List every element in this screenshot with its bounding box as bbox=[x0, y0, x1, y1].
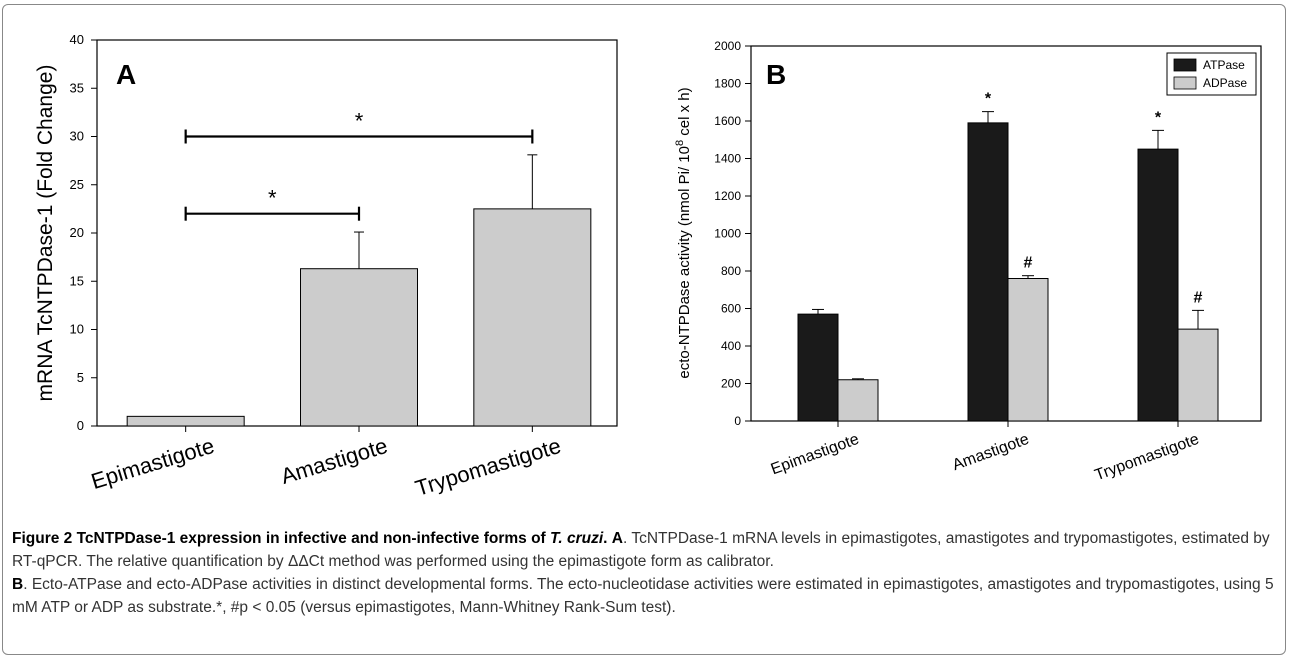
panel-a-significance-star: * bbox=[355, 109, 364, 134]
panel-a-y-tick-label: 15 bbox=[70, 273, 84, 288]
panel-a-y-tick-label: 35 bbox=[70, 80, 84, 95]
legend-swatch-adpase bbox=[1173, 76, 1197, 90]
panel-a-bar-epimastigote bbox=[126, 415, 245, 427]
panel-b-y-tick-label: 400 bbox=[721, 339, 741, 353]
panel-b-significance-mark: * bbox=[985, 91, 992, 108]
panel-b-bar-adpase-epimastigote bbox=[837, 379, 879, 422]
panel-a-x-tick-label: Epimastigote bbox=[88, 433, 217, 494]
panel-a-y-tick-label: 40 bbox=[70, 32, 84, 47]
caption-title-text: Figure 2 TcNTPDase-1 expression in infec… bbox=[12, 530, 546, 547]
panel-a-y-tick-label: 25 bbox=[70, 177, 84, 192]
panel-a-x-tick-label: Amastigote bbox=[278, 433, 391, 489]
panel-b-y-axis-label-tail: cel x h) bbox=[676, 87, 693, 140]
panel-b-y-tick-label: 1800 bbox=[714, 77, 741, 91]
panel-a-y-tick-label: 0 bbox=[77, 418, 84, 433]
panel-b-significance-mark: * bbox=[1155, 109, 1162, 126]
panel-b-y-tick-label: 200 bbox=[721, 377, 741, 391]
panel-a-y-ticks: 0 5 10 15 20 25 30 35 40 bbox=[70, 32, 97, 433]
panel-b-bars: * # * # bbox=[797, 91, 1219, 422]
figure-frame bbox=[2, 4, 1286, 655]
panel-a-significance-star: * bbox=[268, 186, 277, 211]
panel-b-legend: ATPase ADPase bbox=[1166, 52, 1257, 96]
panel-b-y-axis-label: ecto-NTPDase activity (nmol Pi/ 108 cel … bbox=[674, 87, 693, 378]
panel-b-chart: B ecto-NTPDase activity (nmol Pi/ 108 ce… bbox=[674, 39, 1262, 485]
panel-a-y-tick-label: 20 bbox=[70, 225, 84, 240]
legend-swatch-atpase bbox=[1173, 58, 1197, 72]
panel-a-y-tick-label: 30 bbox=[70, 129, 84, 144]
panel-a-x-ticks: Epimastigote Amastigote Trypomastigote bbox=[88, 426, 564, 501]
panel-a-bar-amastigote bbox=[300, 268, 418, 427]
caption-title-end: . bbox=[603, 530, 608, 547]
figure-caption: Figure 2 TcNTPDase-1 expression in infec… bbox=[12, 527, 1277, 619]
panel-a-chart: A mRNA TcNTPDase-1 (Fold Change) 0 5 10 15 2… bbox=[34, 32, 618, 501]
panel-a-significance: ** bbox=[184, 109, 534, 221]
panel-a-bars bbox=[126, 154, 592, 427]
caption-a-label: A bbox=[611, 530, 623, 547]
panel-a-y-tick-label: 5 bbox=[77, 370, 84, 385]
panel-b-bar-adpase-trypomastigote bbox=[1177, 328, 1219, 422]
panel-b-significance-mark: # bbox=[1194, 289, 1203, 306]
panel-b-bar-atpase-epimastigote bbox=[797, 313, 839, 422]
panel-b-x-tick-label: Amastigote bbox=[950, 431, 1031, 474]
panel-b-y-tick-label: 600 bbox=[721, 302, 741, 316]
panel-a-y-axis-label: mRNA TcNTPDase-1 (Fold Change) bbox=[34, 65, 57, 402]
panel-b-bar-atpase-trypomastigote bbox=[1137, 148, 1179, 422]
panel-b-y-tick-label: 1000 bbox=[714, 227, 741, 241]
panel-b-y-axis-label-sup: 8 bbox=[674, 140, 686, 146]
caption-title-italic: T. cruzi bbox=[550, 530, 604, 547]
panel-b-y-tick-label: 1400 bbox=[714, 152, 741, 166]
panel-b-y-tick-label: 1200 bbox=[714, 189, 741, 203]
panel-b-significance-mark: # bbox=[1024, 255, 1033, 272]
caption-a-text: . TcNTPDase-1 mRNA levels in epimastigot… bbox=[12, 530, 1270, 570]
panel-b-x-ticks: Epimastigote Amastigote Trypomastigote bbox=[769, 421, 1201, 485]
panel-b-label: B bbox=[766, 59, 786, 90]
legend-label-adpase: ADPase bbox=[1203, 76, 1247, 90]
figure-svg: A mRNA TcNTPDase-1 (Fold Change) 0 5 10 15 2… bbox=[34, 32, 1262, 501]
caption-b-text: . Ecto-ATPase and ecto-ADPase activities… bbox=[12, 576, 1274, 616]
panel-a-label: A bbox=[116, 59, 136, 90]
panel-b-bar-adpase-amastigote bbox=[1007, 278, 1049, 422]
panel-a-x-tick-label: Trypomastigote bbox=[412, 433, 564, 501]
legend-label-atpase: ATPase bbox=[1203, 58, 1245, 72]
caption-b-label: B bbox=[12, 576, 24, 593]
panel-a-y-tick-label: 10 bbox=[70, 322, 84, 337]
panel-b-y-tick-label: 800 bbox=[721, 264, 741, 278]
panel-b-bar-atpase-amastigote bbox=[967, 122, 1009, 422]
panel-b-x-tick-label: Trypomastigote bbox=[1092, 431, 1201, 485]
panel-b-y-tick-label: 1600 bbox=[714, 114, 741, 128]
panel-b-y-ticks: 0 200 400 600 800 1000 1200 1400 1600 1800 2000 bbox=[714, 39, 751, 428]
panel-a-bar-trypomastigote bbox=[473, 208, 592, 427]
panel-b-y-axis-label-main: ecto-NTPDase activity (nmol Pi/ 10 bbox=[676, 146, 693, 379]
panel-b-y-tick-label: 2000 bbox=[714, 39, 741, 53]
caption-title: Figure 2 TcNTPDase-1 expression in infec… bbox=[12, 530, 607, 547]
panel-b-y-tick-label: 0 bbox=[734, 414, 741, 428]
panel-b-x-tick-label: Epimastigote bbox=[769, 431, 862, 479]
